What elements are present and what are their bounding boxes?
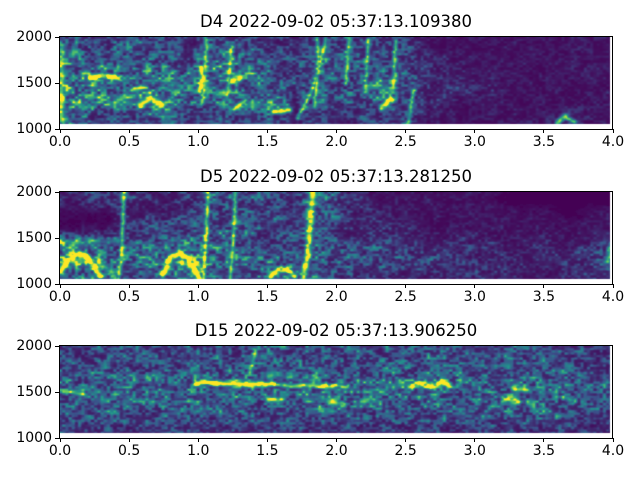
x-tick-mark bbox=[266, 438, 268, 442]
x-tick-mark bbox=[612, 438, 614, 442]
x-tick-label: 0.5 bbox=[117, 134, 141, 150]
y-tick-mark bbox=[55, 82, 59, 84]
x-tick-label: 4.0 bbox=[601, 443, 625, 459]
x-tick-mark bbox=[543, 438, 545, 442]
x-tick-label: 3.0 bbox=[463, 289, 486, 305]
x-tick-label: 3.0 bbox=[463, 443, 486, 459]
x-tick-label: 3.5 bbox=[532, 289, 556, 305]
x-tick-mark bbox=[197, 129, 199, 133]
panel-title-d4: D4 2022-09-02 05:37:13.109380 bbox=[200, 12, 472, 31]
x-tick-mark bbox=[405, 438, 407, 442]
x-tick-mark bbox=[128, 129, 130, 133]
x-tick-label: 4.0 bbox=[601, 289, 625, 305]
y-tick-mark bbox=[55, 237, 59, 239]
x-tick-label: 0.5 bbox=[117, 443, 141, 459]
x-tick-label: 0.0 bbox=[48, 289, 72, 305]
spectrogram-image-d15 bbox=[60, 346, 612, 438]
x-tick-label: 1.5 bbox=[256, 443, 279, 459]
y-tick-mark bbox=[55, 191, 59, 193]
x-tick-label: 3.0 bbox=[463, 134, 486, 150]
x-tick-label: 1.5 bbox=[256, 134, 279, 150]
plot-area-d5: 0.0 0.5 1.0 1.5 2.0 2.5 3.0 3.5 4.0 2000 1500 1000 bbox=[16, 185, 624, 304]
x-tick-mark bbox=[59, 284, 61, 288]
x-tick-label: 0.0 bbox=[48, 134, 72, 150]
y-tick-label: 2000 bbox=[16, 184, 52, 200]
x-tick-label: 1.0 bbox=[187, 289, 210, 305]
y-tick-label: 1500 bbox=[16, 384, 52, 400]
x-tick-label: 2.0 bbox=[325, 443, 348, 459]
x-tick-mark bbox=[474, 438, 476, 442]
plot-area-d4: 0.0 0.5 1.0 1.5 2.0 2.5 3.0 3.5 4.0 2000 1500 1000 bbox=[16, 30, 624, 149]
y-tick-label: 2000 bbox=[16, 29, 52, 45]
x-tick-label: 2.5 bbox=[394, 134, 417, 150]
x-tick-label: 2.0 bbox=[325, 134, 348, 150]
y-tick-label: 1500 bbox=[16, 75, 52, 91]
plot-area-d15: 0.0 0.5 1.0 1.5 2.0 2.5 3.0 3.5 4.0 2000 1500 1000 bbox=[16, 339, 624, 458]
x-tick-mark bbox=[59, 438, 61, 442]
x-tick-label: 2.5 bbox=[394, 289, 417, 305]
y-tick-label: 1000 bbox=[16, 121, 52, 137]
x-tick-label: 2.5 bbox=[394, 443, 417, 459]
x-tick-mark bbox=[266, 129, 268, 133]
x-tick-mark bbox=[543, 284, 545, 288]
x-tick-mark bbox=[59, 129, 61, 133]
x-tick-mark bbox=[128, 284, 130, 288]
x-tick-label: 3.5 bbox=[532, 134, 556, 150]
x-tick-mark bbox=[197, 284, 199, 288]
x-tick-mark bbox=[612, 284, 614, 288]
spectrogram-image-d5 bbox=[60, 192, 612, 284]
y-tick-label: 2000 bbox=[16, 338, 52, 354]
x-tick-mark bbox=[266, 284, 268, 288]
x-tick-mark bbox=[405, 284, 407, 288]
y-tick-label: 1000 bbox=[16, 430, 52, 446]
y-tick-label: 1500 bbox=[16, 230, 52, 246]
y-tick-mark bbox=[55, 391, 59, 393]
x-tick-mark bbox=[474, 284, 476, 288]
y-tick-mark bbox=[55, 36, 59, 38]
x-tick-mark bbox=[336, 438, 337, 442]
x-tick-label: 0.5 bbox=[117, 289, 141, 305]
x-tick-mark bbox=[612, 129, 614, 133]
x-tick-mark bbox=[336, 129, 337, 133]
x-tick-label: 3.5 bbox=[532, 443, 556, 459]
x-tick-mark bbox=[405, 129, 407, 133]
x-tick-label: 0.0 bbox=[48, 443, 72, 459]
y-tick-mark bbox=[55, 437, 59, 439]
x-tick-mark bbox=[197, 438, 199, 442]
x-tick-mark bbox=[128, 438, 130, 442]
x-tick-label: 2.0 bbox=[325, 289, 348, 305]
panel-title-d15: D15 2022-09-02 05:37:13.906250 bbox=[194, 321, 478, 340]
y-tick-label: 1000 bbox=[16, 276, 52, 292]
spectrogram-image-d4 bbox=[60, 37, 612, 129]
x-tick-mark bbox=[543, 129, 545, 133]
x-tick-label: 1.5 bbox=[256, 289, 279, 305]
y-tick-mark bbox=[55, 345, 59, 347]
y-tick-mark bbox=[55, 128, 59, 130]
x-tick-mark bbox=[474, 129, 476, 133]
panel-title-d5: D5 2022-09-02 05:37:13.281250 bbox=[200, 167, 472, 186]
x-tick-label: 1.0 bbox=[187, 443, 210, 459]
x-tick-mark bbox=[336, 284, 337, 288]
y-tick-mark bbox=[55, 283, 59, 285]
x-tick-label: 1.0 bbox=[187, 134, 210, 150]
x-tick-label: 4.0 bbox=[601, 134, 625, 150]
